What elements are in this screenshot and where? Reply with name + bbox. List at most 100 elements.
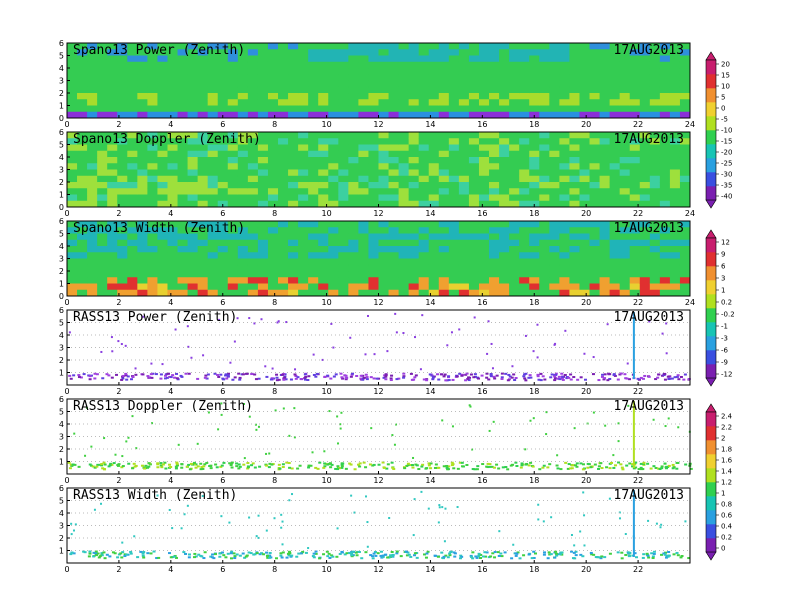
- heatmap-cell: [388, 289, 399, 297]
- scatter-point: [343, 553, 347, 556]
- scatter-point: [661, 374, 665, 377]
- heatmap-cell: [388, 93, 399, 100]
- heatmap-cell: [278, 175, 289, 183]
- scatter-point: [583, 378, 587, 381]
- heatmap-cell: [448, 105, 460, 113]
- heatmap-cell: [318, 132, 329, 139]
- heatmap-cell: [77, 157, 88, 164]
- y-tick-label: 3: [59, 77, 64, 86]
- heatmap-cell: [187, 105, 199, 113]
- heatmap-cell: [288, 169, 299, 177]
- scatter-point: [349, 552, 353, 555]
- heatmap-cell: [458, 264, 470, 272]
- scatter-point: [437, 466, 441, 469]
- heatmap-cell: [388, 138, 399, 145]
- scatter-point: [665, 352, 668, 355]
- heatmap-cell: [559, 105, 570, 113]
- heatmap-cell: [237, 182, 249, 189]
- heatmap-cell: [659, 144, 671, 152]
- scatter-point: [475, 468, 479, 471]
- heatmap-cell: [67, 111, 78, 119]
- heatmap-cell: [67, 227, 78, 234]
- heatmap-cell: [338, 144, 349, 152]
- heatmap-cell: [499, 150, 510, 158]
- scatter-point: [446, 556, 450, 559]
- heatmap-cell: [117, 86, 128, 94]
- heatmap-cell: [197, 227, 209, 234]
- scatter-point: [590, 553, 594, 556]
- y-tick-label: 3: [59, 344, 64, 353]
- heatmap-cell: [328, 49, 339, 56]
- heatmap-cell: [649, 61, 661, 69]
- heatmap-cell: [569, 227, 580, 234]
- scatter-point: [283, 373, 287, 376]
- scatter-point: [187, 556, 191, 559]
- heatmap-cell: [207, 258, 219, 266]
- scatter-point: [395, 552, 399, 555]
- heatmap-cell: [448, 233, 460, 241]
- heatmap-cell: [217, 246, 229, 253]
- heatmap-cell: [137, 99, 148, 106]
- heatmap-cell: [599, 175, 611, 183]
- x-tick-label: 10: [321, 476, 331, 485]
- heatmap-cell: [378, 55, 389, 63]
- heatmap-cell: [589, 227, 600, 234]
- heatmap-cell: [217, 43, 229, 50]
- scatter-point: [445, 466, 449, 469]
- colorbar-tick-label: 1.4: [721, 468, 733, 476]
- heatmap-cell: [509, 74, 520, 81]
- heatmap-cell: [247, 258, 259, 266]
- heatmap-cell: [489, 93, 500, 100]
- heatmap-cell: [338, 188, 349, 195]
- heatmap-cell: [489, 74, 500, 81]
- heatmap-cell: [298, 277, 309, 284]
- x-tick-label: 16: [477, 476, 487, 485]
- scatter-point: [277, 378, 281, 381]
- heatmap-cell: [107, 99, 118, 106]
- heatmap-cell: [659, 150, 671, 158]
- heatmap-cell: [398, 55, 410, 63]
- heatmap-cell: [559, 144, 570, 152]
- heatmap-cell: [529, 80, 540, 88]
- heatmap-cell: [137, 138, 148, 145]
- heatmap-cell: [97, 163, 108, 170]
- scatter-point: [326, 374, 330, 377]
- heatmap-cell: [278, 157, 289, 164]
- heatmap-cell: [267, 258, 279, 266]
- heatmap-cell: [549, 239, 560, 247]
- heatmap-cell: [579, 194, 590, 202]
- heatmap-cell: [619, 188, 631, 195]
- heatmap-cell: [478, 239, 490, 247]
- heatmap-cell: [137, 188, 148, 195]
- heatmap-cell: [278, 111, 289, 119]
- heatmap-cell: [509, 258, 520, 266]
- heatmap-cell: [398, 105, 410, 113]
- heatmap-cell: [328, 163, 339, 170]
- heatmap-cell: [408, 221, 420, 228]
- scatter-point: [391, 466, 395, 469]
- scatter-point: [100, 552, 104, 555]
- heatmap-cell: [358, 80, 369, 88]
- scatter-point: [447, 465, 451, 468]
- heatmap-cell: [157, 200, 168, 208]
- scatter-point: [527, 553, 531, 556]
- y-tick-label: 1: [59, 191, 64, 200]
- heatmap-cell: [679, 80, 691, 88]
- heatmap-cell: [428, 200, 440, 208]
- heatmap-cell: [589, 169, 600, 177]
- heatmap-cell: [348, 188, 359, 195]
- scatter-point: [77, 465, 81, 468]
- heatmap-cell: [217, 252, 229, 259]
- scatter-point: [376, 552, 380, 555]
- heatmap-cell: [438, 99, 450, 106]
- colorbar-swatch: [706, 172, 716, 187]
- heatmap-cell: [378, 86, 389, 94]
- heatmap-cell: [529, 150, 540, 158]
- scatter-point: [520, 464, 524, 467]
- scatter-point: [246, 467, 250, 470]
- heatmap-cell: [438, 105, 450, 113]
- heatmap-cell: [679, 175, 691, 183]
- scatter-point: [542, 520, 545, 523]
- scatter-point: [561, 378, 565, 381]
- heatmap-cell: [579, 80, 590, 88]
